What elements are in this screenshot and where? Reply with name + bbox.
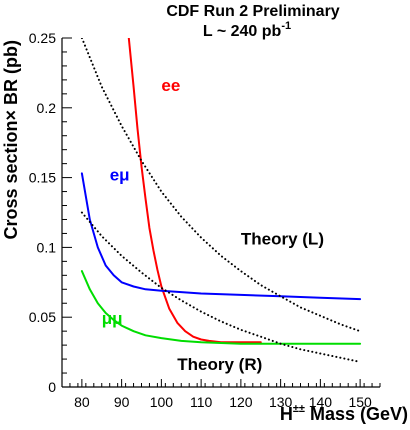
y-axis-label: Cross section× BR (pb)	[1, 40, 21, 240]
x-tick-label: 120	[229, 394, 253, 410]
series-annotation: Theory (R)	[177, 355, 262, 374]
x-tick-label: 90	[114, 394, 130, 410]
chart-subtitle-superscript: -1	[281, 20, 291, 32]
x-axis-label-rest: Mass (GeV)	[305, 404, 408, 424]
series-line-μμ	[80, 270, 362, 345]
chart-subtitle-text: L ~ 240 pb	[203, 23, 282, 40]
y-tick-label: 0.2	[37, 100, 57, 116]
axis-ticks: 80 90 100 110 120 130 140 150 0 0.05 0.1 0.15 0.2 0.2…	[29, 30, 381, 410]
series-annotation: eμ	[110, 165, 130, 184]
x-tick-label: 100	[150, 394, 174, 410]
chart-subtitle: L ~ 240 pb-1	[203, 20, 291, 40]
x-tick-label: 130	[269, 394, 293, 410]
series-annotation: ee	[161, 76, 180, 95]
x-tick-label: 80	[74, 394, 90, 410]
y-tick-label: 0.05	[29, 309, 56, 325]
x-axis-label-superscript: ±±	[293, 403, 305, 415]
chart-title: CDF Run 2 Preliminary	[166, 3, 339, 20]
series-layer	[80, 38, 362, 363]
series-line-theory-l	[80, 38, 362, 333]
x-axis-label: H±± Mass (GeV)	[280, 403, 408, 424]
series-annotation: Theory (L)	[241, 230, 324, 249]
y-tick-label: 0.1	[37, 239, 57, 255]
x-tick-label: 110	[190, 394, 213, 410]
series-line-ee	[127, 38, 262, 344]
annotations-layer: ee eμ μμ Theory (L) Theory (R)	[102, 76, 324, 374]
x-tick-label: 150	[348, 394, 372, 410]
series-line-eμ	[80, 172, 362, 301]
x-tick-label: 140	[309, 394, 333, 410]
series-annotation: μμ	[102, 309, 123, 328]
y-tick-label: 0.15	[29, 170, 56, 186]
y-tick-label: 0	[48, 379, 56, 395]
plot-frame	[61, 38, 380, 388]
y-tick-label: 0.25	[29, 30, 56, 46]
x-axis-label-main: H	[280, 404, 293, 424]
